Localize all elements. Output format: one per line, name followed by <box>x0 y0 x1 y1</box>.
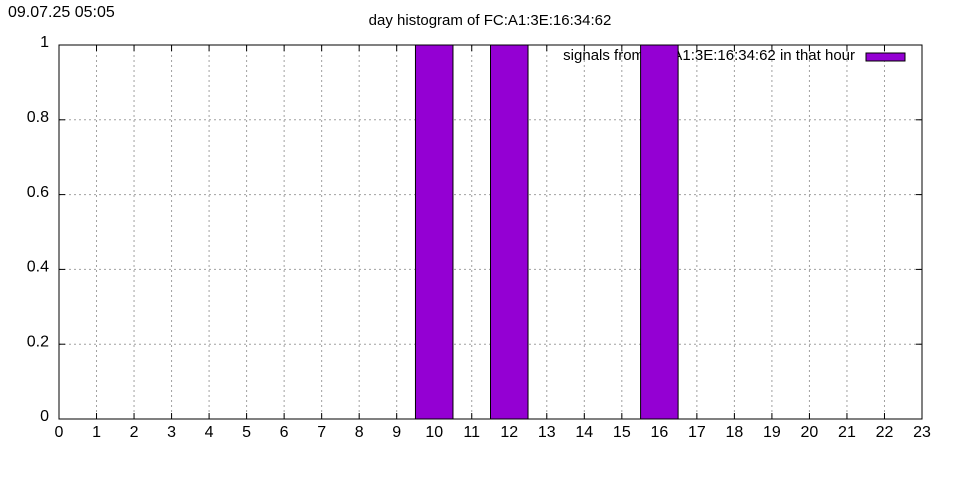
x-tick-label: 22 <box>876 424 894 441</box>
x-tick-label: 8 <box>355 424 364 441</box>
x-tick-label: 3 <box>167 424 176 441</box>
timestamp: 09.07.25 05:05 <box>8 4 115 21</box>
x-tick-label: 4 <box>205 424 214 441</box>
x-tick-label: 9 <box>392 424 401 441</box>
y-tick-label: 0.2 <box>27 333 49 350</box>
x-tick-label: 12 <box>500 424 518 441</box>
y-tick-label: 0.6 <box>27 184 49 201</box>
y-tick-label: 1 <box>40 34 49 51</box>
x-tick-label: 13 <box>538 424 556 441</box>
legend-label: signals from FC:A1:3E:16:34:62 in that h… <box>563 47 855 64</box>
bar <box>640 44 679 420</box>
x-tick-label: 2 <box>130 424 139 441</box>
x-tick-label: 5 <box>242 424 251 441</box>
plot-border <box>58 44 923 420</box>
chart-title: day histogram of FC:A1:3E:16:34:62 <box>369 12 612 29</box>
x-tick-label: 0 <box>55 424 64 441</box>
x-tick-label: 7 <box>317 424 326 441</box>
y-tick-label: 0.8 <box>27 109 49 126</box>
x-tick-label: 11 <box>463 424 480 441</box>
x-tick-label: 20 <box>801 424 819 441</box>
x-tick-label: 18 <box>725 424 743 441</box>
x-tick-label: 16 <box>650 424 668 441</box>
x-tick-label: 19 <box>763 424 781 441</box>
legend-swatch <box>865 52 906 62</box>
x-tick-label: 23 <box>913 424 931 441</box>
y-tick-label: 0.4 <box>27 259 49 276</box>
y-tick-label: 0 <box>40 408 49 425</box>
x-tick-label: 14 <box>575 424 593 441</box>
bar <box>414 44 454 420</box>
x-tick-label: 10 <box>425 424 443 441</box>
bar <box>490 44 529 420</box>
x-tick-label: 6 <box>280 424 289 441</box>
x-tick-label: 17 <box>688 424 706 441</box>
x-tick-label: 15 <box>613 424 631 441</box>
x-tick-label: 1 <box>92 424 101 441</box>
x-tick-label: 21 <box>838 424 856 441</box>
